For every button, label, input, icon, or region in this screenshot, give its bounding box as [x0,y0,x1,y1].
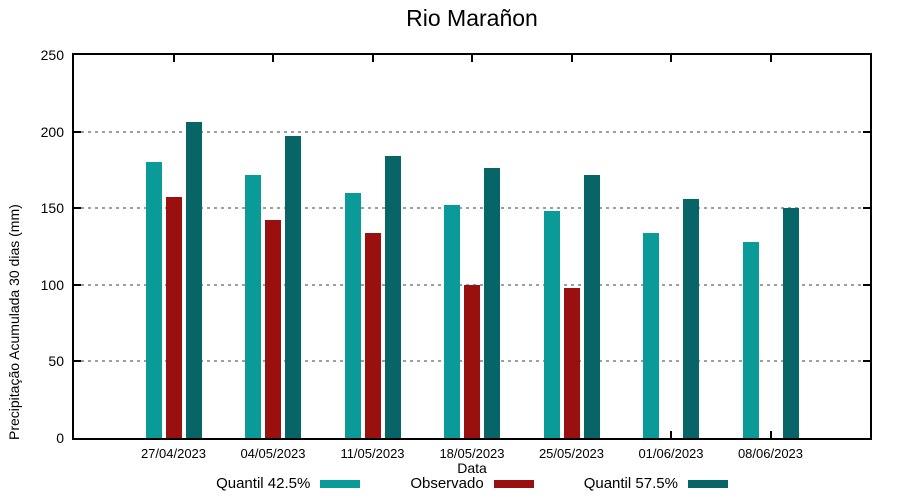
bar [165,197,182,438]
chart-title: Rio Marañon [406,5,538,31]
bar [543,211,560,438]
x-tick-label: 01/06/2023 [638,446,704,461]
legend-label: Observado [410,475,484,492]
y-tick-label: 250 [40,47,64,63]
bar-group [145,122,202,438]
y-tick-mark [74,360,81,363]
bar [643,232,659,438]
bar [464,284,480,438]
bar [484,168,500,438]
legend-item: Quantil 57.5% [584,475,728,492]
bar [384,156,401,438]
y-tick-mark [74,130,81,133]
x-tick-label: 25/05/2023 [538,446,605,461]
legend-label: Quantil 57.5% [583,475,678,492]
x-tick-mark [570,55,573,62]
legend-item: Quantil 42.5% [216,475,361,492]
y-tick-mark [863,283,870,286]
x-tick-mark [670,431,672,438]
y-tick-mark [863,360,870,363]
bar [782,208,799,438]
legend-swatch [493,479,534,488]
gridline [74,283,870,286]
y-tick-mark [863,130,870,133]
bar [683,199,699,438]
x-tick-mark [371,55,374,62]
bar-group [245,136,301,438]
bar [444,205,460,438]
legend-swatch [320,479,361,488]
legend-item: Observado [410,475,534,492]
x-tick-label: 08/06/2023 [737,446,804,461]
gridline [74,207,870,210]
bar-group [643,199,699,438]
y-tick-mark [863,207,870,210]
legend-swatch [687,479,728,488]
x-tick-mark [769,55,772,62]
bar [265,220,281,438]
bar-group [543,174,600,438]
y-tick-label: 0 [56,430,64,446]
bar-group [742,208,799,438]
bar [145,162,162,438]
bar [185,122,202,438]
bar [245,174,261,438]
bar [285,136,301,438]
x-axis-label: Data [457,460,487,476]
gridline [74,130,870,133]
y-tick-label: 200 [40,123,64,140]
y-tick-mark [74,207,81,210]
x-tick-label: 27/04/2023 [140,446,207,461]
x-tick-label: 04/05/2023 [240,446,306,461]
legend-label: Quantil 42.5% [216,475,311,492]
y-tick-mark [74,283,81,286]
x-tick-mark [769,431,772,438]
y-tick-label: 50 [48,353,64,370]
x-tick-mark [471,55,473,62]
bar [583,174,600,438]
bar-group [344,156,401,438]
y-tick-label: 150 [40,200,64,217]
x-tick-mark [172,55,175,62]
y-tick-label: 100 [40,276,64,293]
x-tick-label: 18/05/2023 [439,446,505,461]
x-tick-mark [272,55,274,62]
bar [364,232,381,438]
bar-group [444,168,500,438]
plot-area [72,53,872,440]
bar [742,241,759,438]
legend: Quantil 42.5% Observado Quantil 57.5% [72,475,872,492]
y-axis-label: Precipitação Acumulada 30 dias (mm) [6,204,22,440]
x-tick-label: 11/05/2023 [340,446,405,461]
bar [344,192,361,438]
x-tick-mark [670,55,672,62]
bar [563,287,580,438]
